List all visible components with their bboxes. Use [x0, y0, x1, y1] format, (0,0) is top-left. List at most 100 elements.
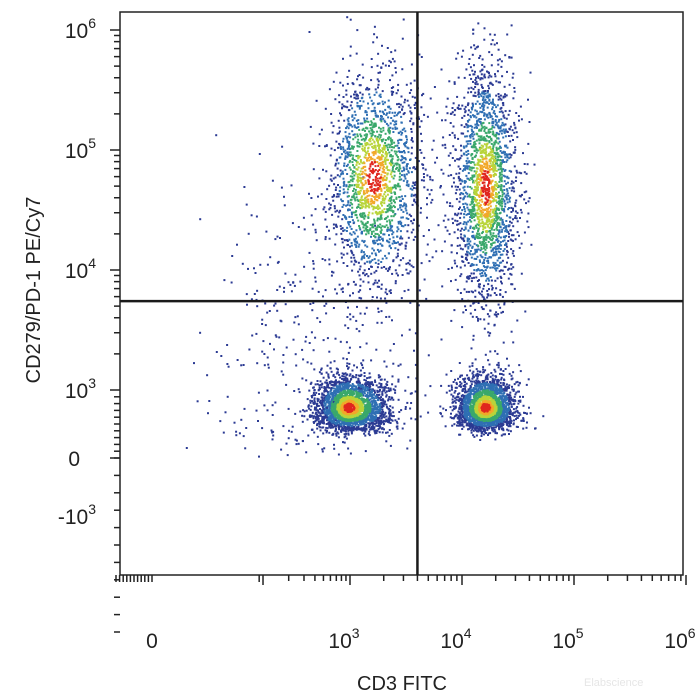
event-dot — [392, 343, 395, 345]
event-dot — [489, 432, 492, 435]
event-dot — [448, 80, 451, 83]
event-dot — [494, 262, 497, 265]
event-dot — [323, 400, 326, 402]
event-dot — [457, 185, 459, 188]
event-dot — [406, 230, 409, 233]
event-dot — [469, 66, 472, 69]
event-dot — [334, 417, 337, 420]
event-dot — [409, 120, 412, 123]
event-dot — [516, 406, 519, 408]
event-dot — [427, 354, 430, 357]
event-dot — [464, 253, 467, 256]
event-dot — [340, 387, 343, 390]
event-dot — [383, 119, 386, 122]
event-dot — [460, 212, 463, 215]
event-dot — [529, 412, 532, 415]
event-dot — [453, 423, 456, 426]
event-dot — [387, 408, 390, 411]
event-dot — [468, 423, 471, 426]
event-dot — [489, 266, 492, 269]
event-dot — [502, 427, 505, 430]
event-dot — [463, 206, 465, 208]
event-dot — [483, 430, 486, 433]
event-dot — [485, 304, 488, 307]
event-dot — [446, 97, 449, 100]
event-dot — [381, 90, 384, 93]
event-dot — [410, 128, 413, 130]
event-dot — [313, 389, 316, 391]
event-dot — [311, 400, 313, 403]
event-dot — [500, 388, 503, 391]
event-dot — [477, 124, 480, 127]
event-dot — [513, 87, 516, 89]
event-dot — [486, 260, 489, 263]
event-dot — [317, 443, 320, 446]
event-dot — [473, 380, 476, 383]
event-dot — [467, 397, 470, 400]
event-dot — [347, 221, 350, 224]
event-dot — [351, 424, 354, 427]
event-dot — [388, 421, 391, 424]
event-dot — [394, 247, 397, 250]
event-dot — [472, 434, 475, 437]
event-dot — [493, 428, 496, 431]
event-dot — [472, 32, 475, 35]
event-dot — [384, 291, 387, 294]
event-dot — [504, 144, 506, 147]
event-dot — [348, 215, 351, 218]
event-dot — [483, 284, 485, 287]
event-dot — [387, 228, 390, 231]
event-dot — [340, 389, 342, 392]
event-dot — [506, 229, 509, 232]
event-dot — [343, 387, 346, 390]
event-dot — [501, 75, 504, 78]
event-dot — [366, 377, 369, 380]
event-dot — [374, 415, 376, 418]
event-dot — [494, 120, 497, 123]
event-dot — [330, 370, 333, 373]
event-dot — [431, 198, 434, 201]
event-dot — [473, 257, 476, 260]
event-dot — [492, 253, 495, 256]
event-dot — [459, 374, 462, 377]
event-dot — [368, 255, 371, 258]
event-dot — [373, 239, 376, 242]
event-dot — [244, 447, 247, 450]
event-dot — [480, 73, 483, 76]
event-dot — [500, 118, 503, 121]
event-dot — [420, 120, 423, 123]
event-dot — [439, 405, 442, 408]
event-dot — [468, 379, 471, 381]
event-dot — [371, 247, 374, 250]
event-dot — [484, 353, 487, 356]
event-dot — [313, 400, 316, 403]
event-dot — [374, 381, 377, 383]
event-dot — [315, 415, 318, 418]
event-dot — [408, 213, 411, 216]
event-dot — [475, 46, 478, 49]
event-dot — [364, 382, 367, 385]
event-dot — [333, 183, 336, 186]
event-dot — [459, 275, 462, 278]
event-dot — [461, 209, 464, 212]
event-dot — [323, 416, 326, 419]
event-dot — [513, 165, 516, 168]
event-dot — [355, 385, 357, 388]
event-dot — [459, 182, 462, 185]
event-dot — [359, 422, 361, 424]
event-dot — [383, 378, 386, 381]
event-dot — [388, 241, 391, 244]
event-dot — [518, 382, 521, 385]
event-dot — [498, 58, 501, 61]
event-dot — [375, 254, 378, 257]
event-dot — [520, 272, 523, 275]
event-dot — [462, 387, 465, 390]
event-dot — [349, 423, 352, 426]
event-dot — [454, 401, 457, 404]
event-dot — [365, 383, 368, 386]
event-dot — [491, 83, 494, 86]
event-dot — [410, 215, 413, 218]
event-dot — [396, 230, 399, 233]
event-dot — [469, 134, 472, 136]
event-dot — [506, 394, 509, 397]
